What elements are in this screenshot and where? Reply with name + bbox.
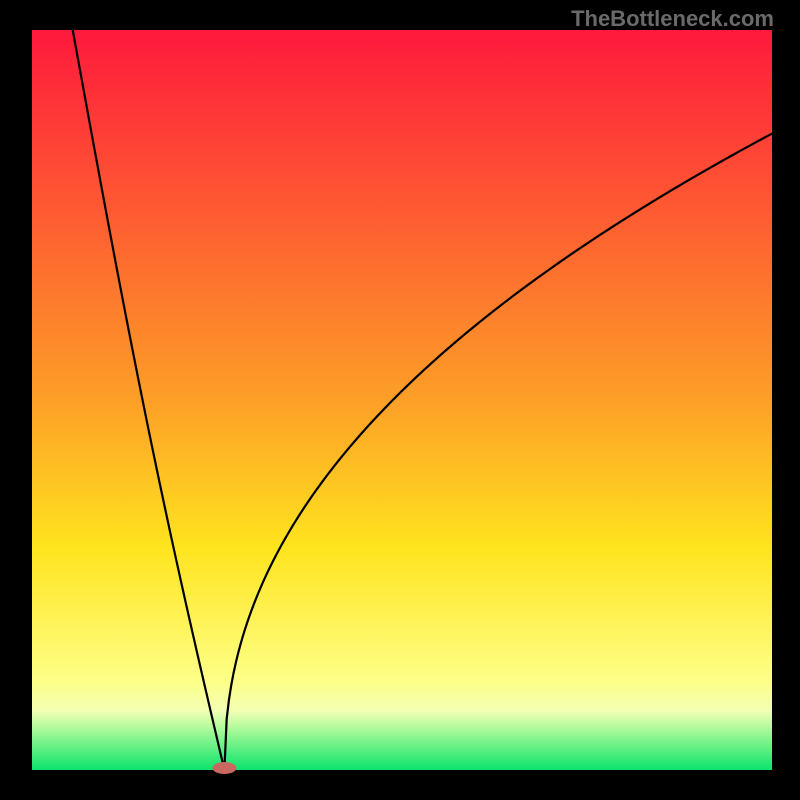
chart-container: TheBottleneck.com — [0, 0, 800, 800]
gradient-plot-area — [32, 30, 772, 770]
watermark-text: TheBottleneck.com — [571, 6, 774, 32]
